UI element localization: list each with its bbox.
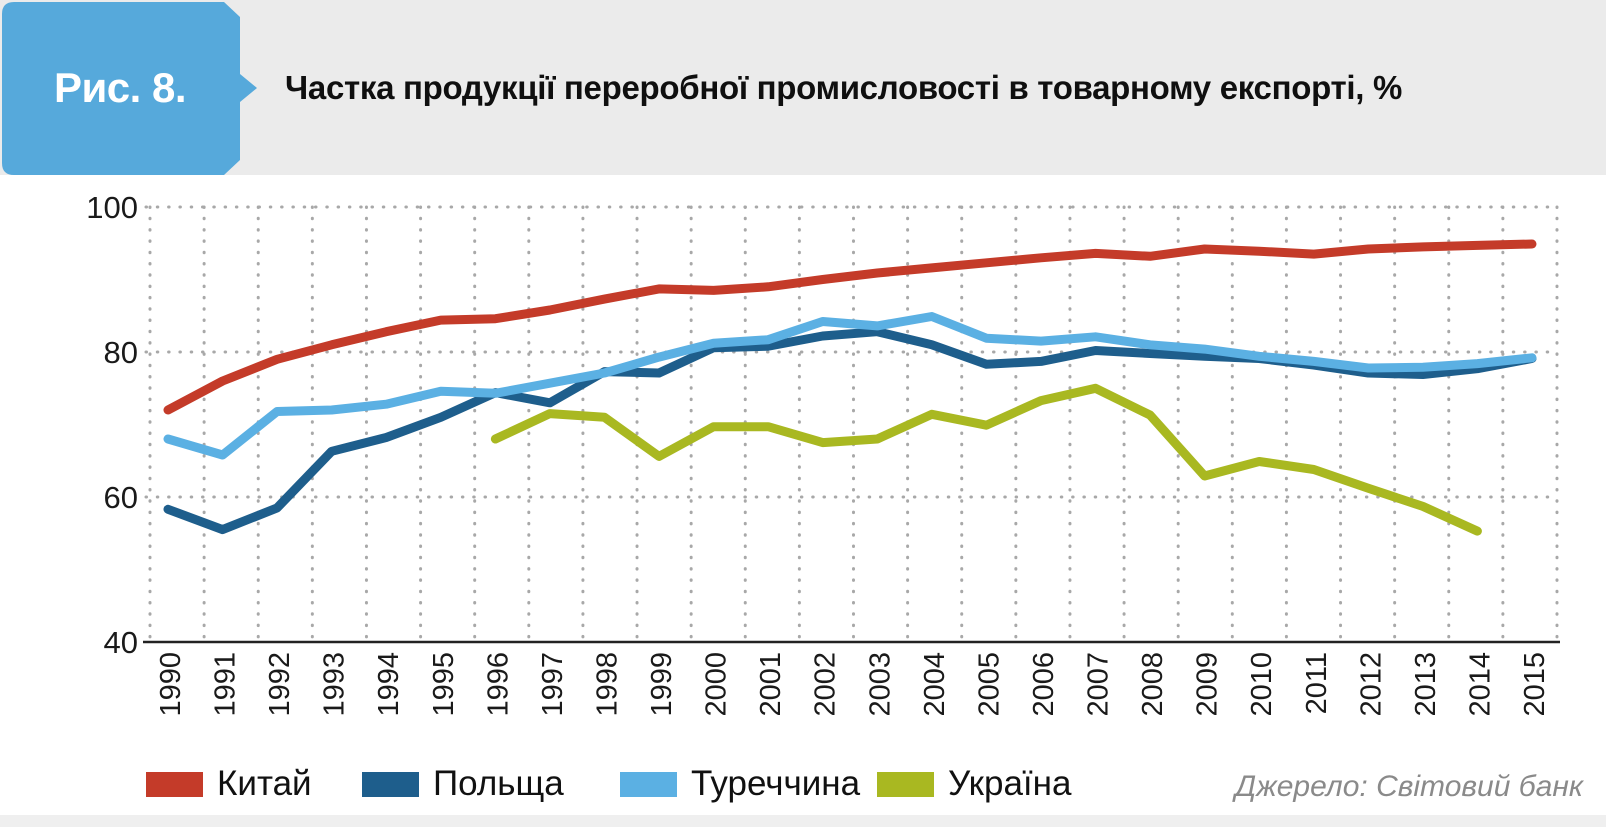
x-axis-tick-label: 1990 xyxy=(155,652,187,717)
chart-title: Частка продукції переробної промисловост… xyxy=(285,68,1403,106)
legend-swatch xyxy=(877,771,934,797)
legend-item-Україна: Україна xyxy=(877,764,1072,803)
legend-swatch xyxy=(362,771,419,797)
x-axis-tick-label: 2011 xyxy=(1301,652,1333,714)
figure-header: Рис. 8. Частка продукції переробної пром… xyxy=(0,0,1606,175)
chart-legend: Китай Польща Туреччина Україна xyxy=(0,764,1606,804)
legend-item-Польща: Польща xyxy=(362,764,564,803)
legend-swatch xyxy=(620,771,677,797)
x-axis-tick-label: 2001 xyxy=(755,652,787,717)
legend-swatch xyxy=(146,771,203,797)
x-axis-tick-label: 1998 xyxy=(591,652,623,717)
legend-label: Туреччина xyxy=(691,764,861,803)
legend-label: Україна xyxy=(948,764,1072,803)
x-axis-tick-label: 1994 xyxy=(373,652,405,717)
x-axis-tick-label: 2007 xyxy=(1083,652,1115,717)
x-axis-tick-label: 1997 xyxy=(537,652,569,717)
y-axis-tick-label: 60 xyxy=(104,480,138,515)
x-axis-tick-label: 2002 xyxy=(810,652,842,717)
figure-badge: Рис. 8. xyxy=(0,0,260,175)
bottom-strip xyxy=(0,815,1606,827)
legend-label: Польща xyxy=(433,764,564,803)
legend-item-Китай: Китай xyxy=(146,764,312,803)
legend-item-Туреччина: Туреччина xyxy=(620,764,861,803)
x-axis-tick-label: 2004 xyxy=(919,652,951,717)
x-axis-tick-label: 2015 xyxy=(1519,652,1551,717)
x-axis-tick-label: 2008 xyxy=(1137,652,1169,717)
legend-label: Китай xyxy=(217,764,312,803)
y-axis-tick-label: 80 xyxy=(104,335,138,370)
x-axis-tick-label: 2010 xyxy=(1246,652,1278,717)
x-axis-tick-label: 2003 xyxy=(864,652,896,717)
x-axis-tick-label: 1993 xyxy=(319,652,351,717)
line-chart: 40 60 80 100 1990 1991 1992 1993 1994 1995 1996 199… xyxy=(86,190,1560,717)
x-axis-tick-label: 1995 xyxy=(428,652,460,717)
source-note: Джерело: Світовий банк xyxy=(1234,770,1583,803)
series-line-Туреччина xyxy=(163,312,1537,460)
x-axis-tick-label: 2014 xyxy=(1464,652,1496,717)
x-axis-tick-label: 1991 xyxy=(210,652,242,717)
series-line-Україна xyxy=(490,383,1482,536)
x-axis-tick-label: 1992 xyxy=(264,652,296,717)
x-axis-tick-label: 2005 xyxy=(973,652,1005,717)
x-axis-tick-label: 2012 xyxy=(1355,652,1387,717)
y-axis-tick-label: 100 xyxy=(86,190,138,225)
x-axis-tick-label: 2000 xyxy=(701,652,733,717)
x-axis-tick-label: 1999 xyxy=(646,652,678,717)
x-axis-tick-label: 2013 xyxy=(1410,652,1442,717)
x-axis-tick-label: 1996 xyxy=(482,652,514,717)
badge-arrow-shape xyxy=(2,2,257,175)
x-axis-tick-label: 2009 xyxy=(1192,652,1224,717)
series-line-Китай xyxy=(163,239,1537,415)
figure-number: Рис. 8. xyxy=(53,63,187,111)
y-axis-tick-label: 40 xyxy=(104,625,138,660)
x-axis-tick-label: 2006 xyxy=(1028,652,1060,717)
